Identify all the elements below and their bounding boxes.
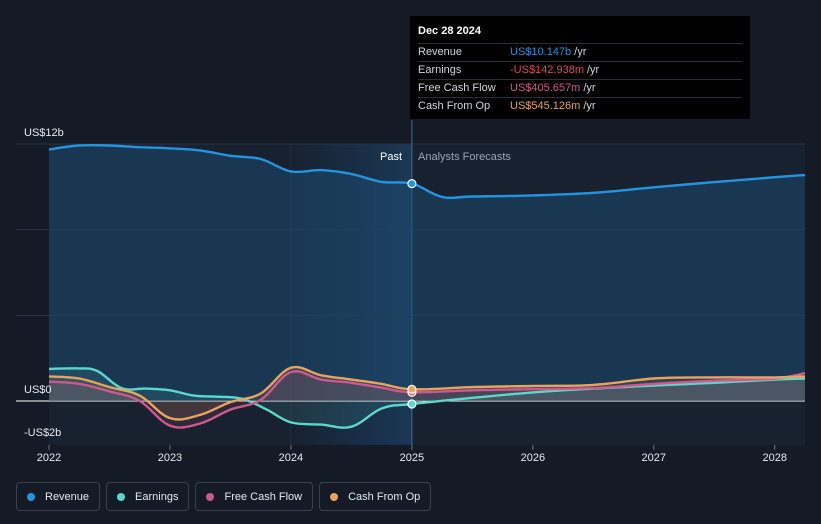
legend-label: Cash From Op xyxy=(348,490,421,503)
legend-label: Free Cash Flow xyxy=(224,490,303,503)
x-tick-label: 2022 xyxy=(37,452,61,464)
x-tick-label: 2023 xyxy=(158,452,182,464)
legend-dot-icon xyxy=(330,492,339,501)
legend-item-cash-from-op[interactable]: Cash From Op xyxy=(319,482,432,511)
line-cfo xyxy=(48,365,806,421)
x-tick-label: 2028 xyxy=(763,452,787,464)
tooltip-row: Earnings -US$142.938m/yr xyxy=(418,61,742,79)
legend-item-earnings[interactable]: Earnings xyxy=(106,482,190,511)
tooltip-unit: /yr xyxy=(583,100,596,112)
x-tick-label: 2027 xyxy=(642,452,666,464)
tooltip-label: Revenue xyxy=(418,46,463,58)
legend-label: Earnings xyxy=(135,490,179,503)
legend-dot-icon xyxy=(27,492,35,501)
x-tick-label: 2024 xyxy=(279,452,303,464)
hover-tooltip: Dec 28 2024 Revenue US$10.147b/yr Earnings… xyxy=(410,16,750,119)
tooltip-value: US$545.126m xyxy=(510,100,581,112)
forecast-label: Analysts Forecasts xyxy=(418,151,511,163)
area-earnings xyxy=(49,368,805,428)
area-revenue xyxy=(49,145,805,401)
y-label-zero: US$0 xyxy=(24,384,52,396)
legend-dot-icon xyxy=(117,492,126,501)
tooltip-value: US$405.657m xyxy=(510,82,581,94)
chart-lines xyxy=(48,143,806,429)
tooltip-value: US$10.147b xyxy=(510,46,572,58)
line-fcf xyxy=(48,370,806,429)
y-label-top: US$12b xyxy=(24,127,64,139)
area-fcf xyxy=(49,371,805,428)
tooltip-row: Revenue US$10.147b/yr xyxy=(418,43,742,61)
legend-dot-icon xyxy=(206,492,215,501)
y-label-bottom: -US$2b xyxy=(24,427,61,439)
marker-revenue xyxy=(407,179,417,189)
legend-item-free-cash-flow[interactable]: Free Cash Flow xyxy=(195,482,314,511)
legend-item-revenue[interactable]: Revenue xyxy=(16,482,101,511)
line-revenue xyxy=(48,143,806,200)
tooltip-row: Free Cash Flow US$405.657m/yr xyxy=(418,79,742,97)
tooltip-date: Dec 28 2024 xyxy=(418,25,481,37)
tooltip-row: Cash From Op US$545.126m/yr xyxy=(418,97,742,115)
marker-cfo xyxy=(407,384,417,394)
x-tick-label: 2025 xyxy=(400,452,424,464)
legend-label: Revenue xyxy=(45,490,90,503)
x-axis-ticks: 2022 2023 2024 2025 2026 2027 2028 xyxy=(37,444,787,464)
chart-legend: Revenue Earnings Free Cash Flow Cash From O… xyxy=(16,482,432,511)
past-label: Past xyxy=(380,151,402,163)
tooltip-label: Earnings xyxy=(418,64,462,76)
marker-earnings xyxy=(407,399,417,409)
tooltip-unit: /yr xyxy=(574,46,587,58)
tooltip-unit: /yr xyxy=(587,64,600,76)
tooltip-value: -US$142.938m xyxy=(510,64,584,76)
tooltip-label: Free Cash Flow xyxy=(418,82,496,94)
tooltip-unit: /yr xyxy=(583,82,596,94)
x-tick-label: 2026 xyxy=(521,452,545,464)
chart-markers xyxy=(407,179,417,409)
tooltip-label: Cash From Op xyxy=(418,100,491,112)
